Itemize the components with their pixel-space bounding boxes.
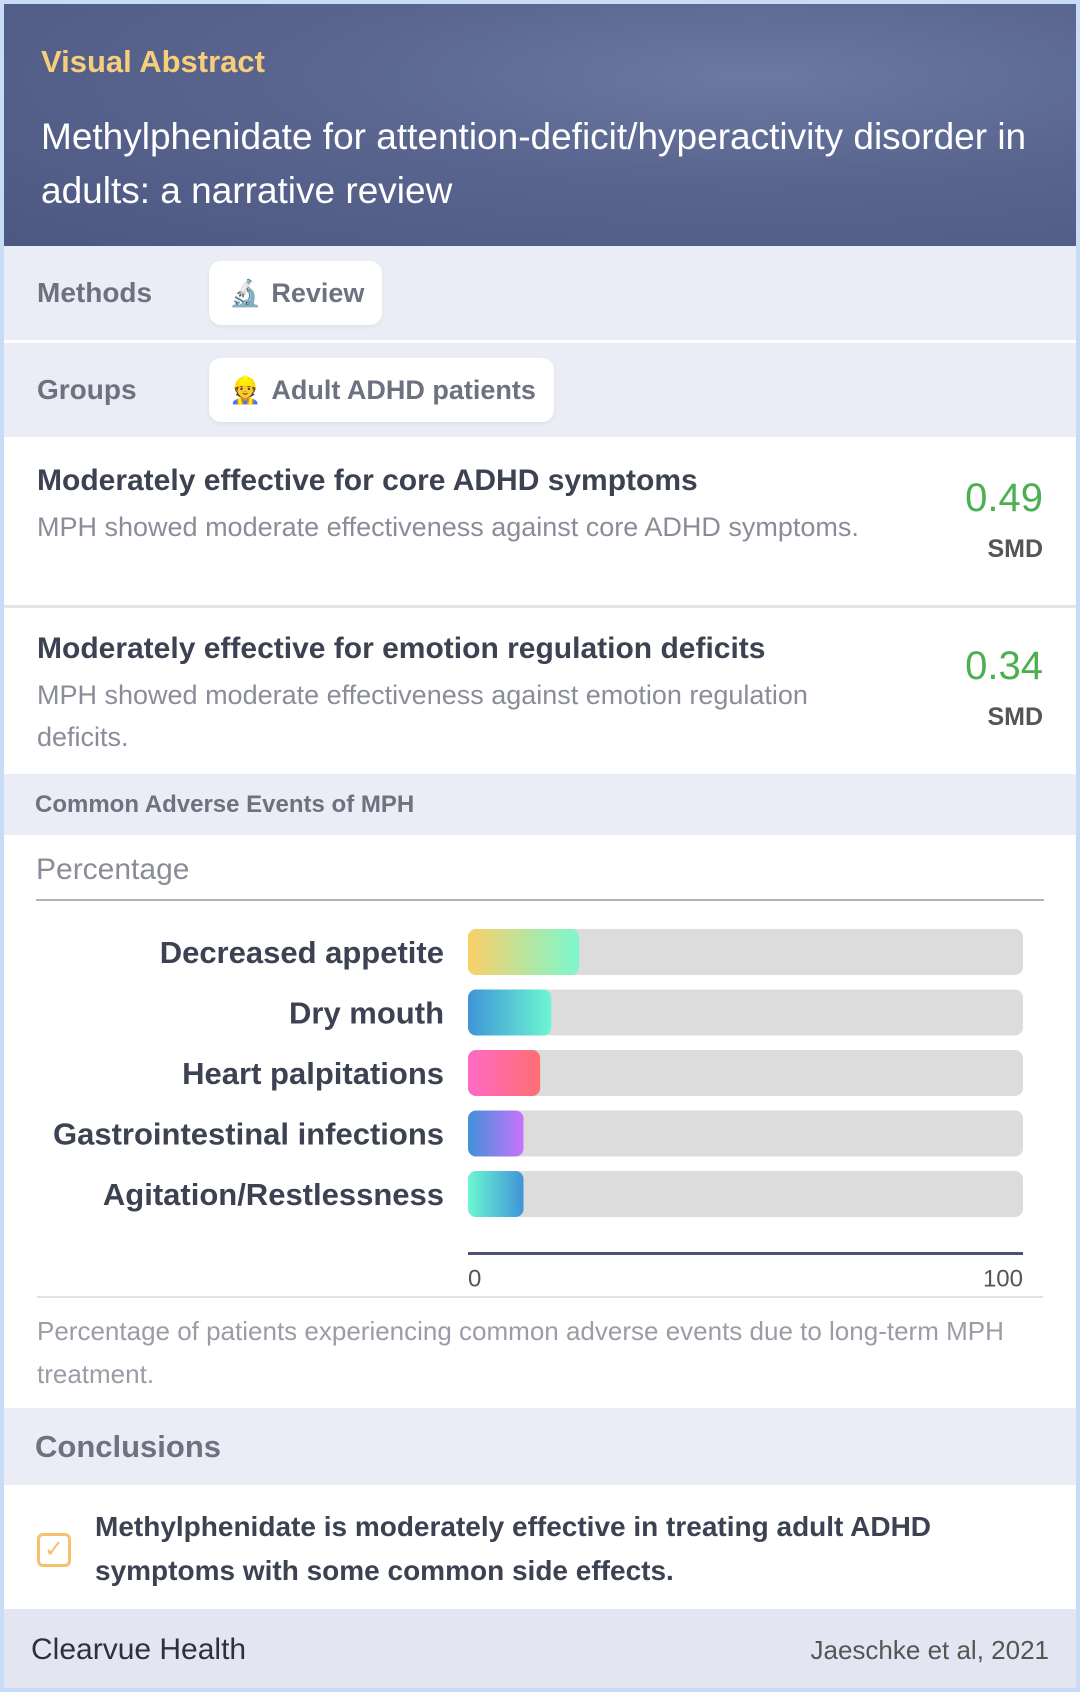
bar <box>468 1050 541 1096</box>
category-label: Agitation/Restlessness <box>103 1177 444 1212</box>
bar <box>468 1110 524 1157</box>
finding-value: 0.49 <box>965 476 1043 520</box>
finding-value: 0.34 <box>965 644 1043 688</box>
finding-title: Moderately effective for core ADHD sympt… <box>37 464 698 497</box>
bar-track <box>468 1171 1023 1217</box>
category-label: Gastrointestinal infections <box>53 1117 444 1152</box>
category-label: Dry mouth <box>289 996 444 1031</box>
conclusion-text: Methylphenidate is moderately effective … <box>95 1511 932 1586</box>
finding-title: Moderately effective for emotion regulat… <box>37 632 766 665</box>
methods-value: Review <box>271 277 365 308</box>
bar <box>468 1171 524 1217</box>
finding-text: MPH showed moderate effectiveness agains… <box>37 512 859 542</box>
methods-label: Methods <box>37 277 153 308</box>
finding-1: Moderately effective for core ADHD sympt… <box>4 440 1076 608</box>
microscope-icon: 🔬 <box>229 277 262 308</box>
header: Visual Abstract Methylphenidate for atte… <box>4 4 1076 246</box>
adverse-events-header: Common Adverse Events of MPH <box>4 774 1076 835</box>
groups-value: Adult ADHD patients <box>271 374 536 405</box>
finding-2: Moderately effective for emotion regulat… <box>4 608 1076 774</box>
bar <box>468 929 579 975</box>
conclusion-item: ✓ Methylphenidate is moderately effectiv… <box>4 1485 1076 1609</box>
tick-label: 100 <box>983 1266 1023 1292</box>
bar-track <box>468 989 1023 1036</box>
footer: Clearvue Health Jaeschke et al, 2021 <box>4 1609 1076 1688</box>
methods-chip: 🔬 Review <box>209 261 383 325</box>
chart-area: Percentage Decreased appetite Dry mouth He… <box>4 835 1076 1296</box>
groups-chip: 👷 Adult ADHD patients <box>209 358 554 422</box>
finding-unit: SMD <box>987 703 1043 731</box>
conclusions-header: Conclusions <box>4 1408 1076 1485</box>
methods-row: Methods 🔬 Review <box>4 246 1076 343</box>
bar-track <box>468 1110 1023 1157</box>
groups-label: Groups <box>37 374 137 405</box>
bar-track <box>468 929 1023 975</box>
groups-row: Groups 👷 Adult ADHD patients <box>4 343 1076 440</box>
category-label: Decreased appetite <box>160 935 444 970</box>
chart-caption: Percentage of patients experiencing comm… <box>37 1296 1043 1396</box>
bar-track <box>468 1050 1023 1096</box>
bar-chart: Decreased appetite Dry mouth Heart palpita… <box>53 929 1023 1293</box>
finding-unit: SMD <box>987 535 1043 563</box>
bar <box>468 989 552 1036</box>
page-title: Methylphenidate for attention-deficit/hy… <box>41 116 1027 211</box>
tick-label: 0 <box>468 1266 481 1292</box>
citation: Jaeschke et al, 2021 <box>810 1634 1050 1665</box>
y-axis-label: Percentage <box>36 853 1044 901</box>
finding-text: MPH showed moderate effectiveness agains… <box>37 680 808 752</box>
category-label: Heart palpitations <box>182 1056 444 1091</box>
checkbox-icon: ✓ <box>37 1533 71 1567</box>
visual-abstract-card: Visual Abstract Methylphenidate for atte… <box>4 4 1076 1688</box>
person-icon: 👷 <box>229 374 262 405</box>
brand-name: Clearvue Health <box>31 1633 247 1666</box>
kicker: Visual Abstract <box>41 44 265 79</box>
